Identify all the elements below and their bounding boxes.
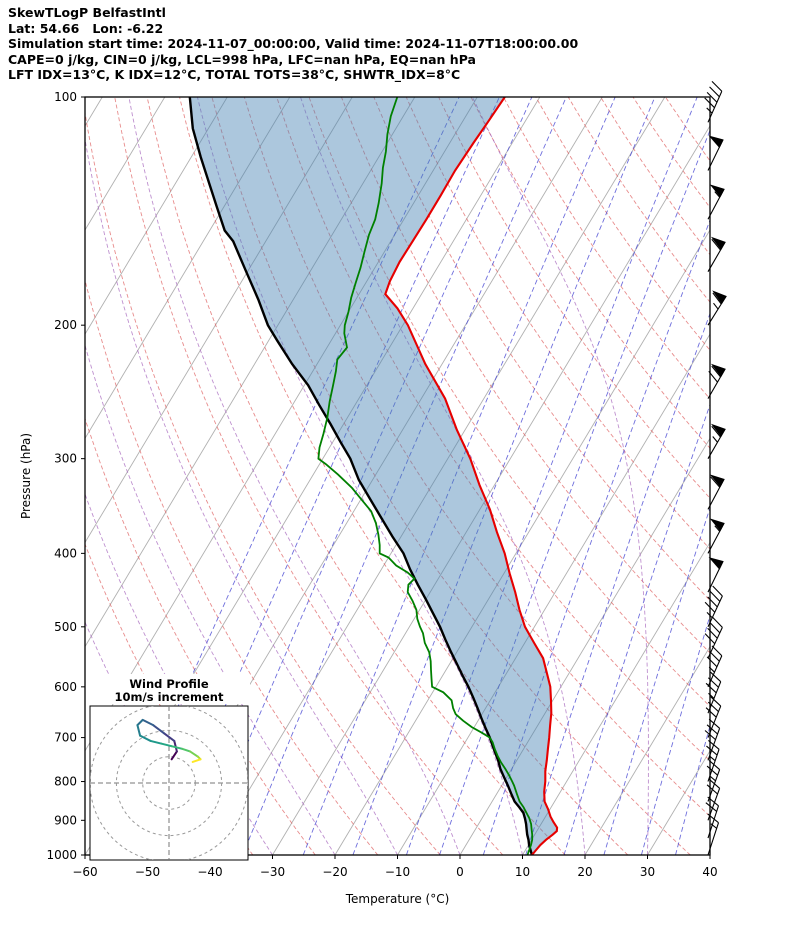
- pressure-tick-label: 800: [54, 775, 77, 789]
- pressure-tick-label: 100: [54, 90, 77, 104]
- header-times: Simulation start time: 2024-11-07_00:00:…: [8, 36, 578, 52]
- pressure-tick-label: 700: [54, 731, 77, 745]
- hodograph-title: Wind Profile: [129, 677, 209, 691]
- hodograph-subtitle: 10m/s increment: [115, 690, 224, 704]
- wind-barb: [697, 289, 726, 325]
- header-block: SkewTLogP BelfastIntl Lat: 54.66 Lon: -6…: [8, 5, 578, 83]
- pressure-tick-label: 500: [54, 620, 77, 634]
- skewt-chart: 1002003004005006007008009001000−60−50−40…: [0, 0, 794, 937]
- hodograph-inset: Wind Profile10m/s increment: [88, 674, 250, 862]
- temp-tick-label: −30: [260, 865, 285, 879]
- temp-tick-label: 0: [456, 865, 464, 879]
- temp-tick-label: −40: [197, 865, 222, 879]
- header-indices-1: CAPE=0 j/kg, CIN=0 j/kg, LCL=998 hPa, LF…: [8, 52, 578, 68]
- temp-tick-label: −50: [135, 865, 160, 879]
- plot-title: SkewTLogP BelfastIntl: [8, 5, 578, 21]
- pressure-tick-label: 300: [54, 452, 77, 466]
- wind-barbs: [696, 81, 726, 855]
- wind-barb: [697, 236, 725, 272]
- wind-barb: [697, 363, 725, 399]
- temp-tick-label: −10: [385, 865, 410, 879]
- temp-tick-label: −20: [322, 865, 347, 879]
- pressure-tick-label: 900: [54, 813, 77, 827]
- wind-barb: [696, 797, 720, 838]
- pressure-tick-label: 600: [54, 680, 77, 694]
- temp-tick-label: −60: [72, 865, 97, 879]
- pressure-axis-title: Pressure (hPa): [19, 433, 33, 519]
- header-latlon: Lat: 54.66 Lon: -6.22: [8, 21, 578, 37]
- temp-tick-label: 10: [515, 865, 530, 879]
- temp-axis-title: Temperature (°C): [345, 892, 450, 906]
- pressure-tick-label: 400: [54, 546, 77, 560]
- pressure-tick-label: 200: [54, 318, 77, 332]
- temp-tick-label: 30: [640, 865, 655, 879]
- wind-barb: [696, 672, 723, 713]
- temp-tick-label: 20: [577, 865, 592, 879]
- pressure-tick-label: 1000: [46, 848, 77, 862]
- temp-tick-label: 40: [702, 865, 717, 879]
- header-indices-2: LFT IDX=13°C, K IDX=12°C, TOTAL TOTS=38°…: [8, 67, 578, 83]
- skewt-page: SkewTLogP BelfastIntl Lat: 54.66 Lon: -6…: [0, 0, 794, 937]
